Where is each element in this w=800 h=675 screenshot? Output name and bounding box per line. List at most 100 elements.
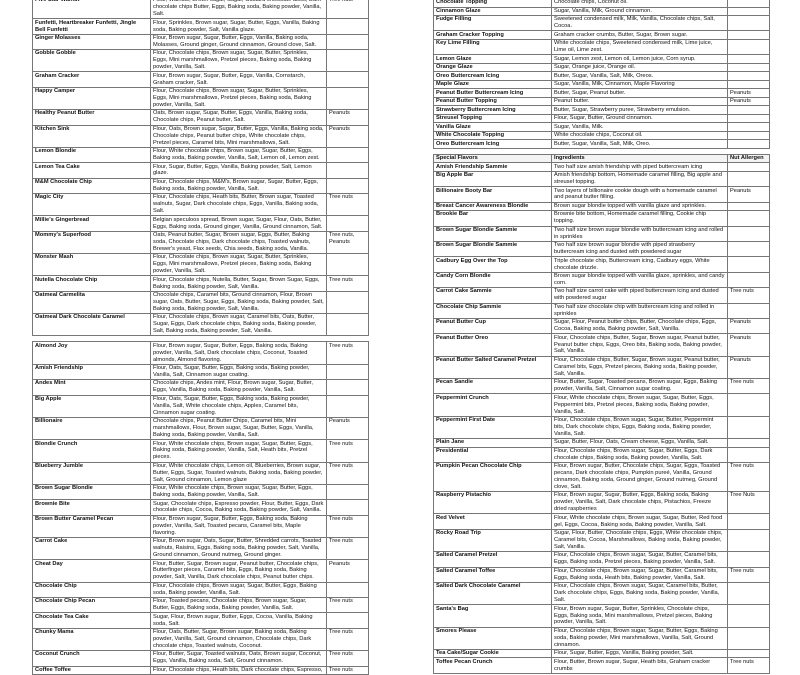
ingredients-cell: Flour, Oats, Sugar, Butter, Eggs, Baking… (150, 394, 327, 418)
ingredients-cell: Flour, Chocolate chips, Brown sugar, Sug… (551, 415, 728, 440)
flavor-name-cell: Brookie Bar (433, 210, 552, 227)
nut-allergen-cell: Tree nuts (727, 377, 770, 395)
ingredients-cell: Flour, Chocolate chips, Butter, Sugar, B… (551, 355, 728, 380)
flavor-name-cell: Blondie Crunch (32, 439, 151, 463)
nut-allergen-cell (727, 113, 770, 124)
ingredients-cell: Flour, Chocolate chips, Brown sugar, Sug… (551, 446, 728, 463)
table-row: Billionaire Chocolate chips, Peanut Butte… (32, 416, 369, 441)
flavor-name-cell: Billionaire (32, 416, 151, 441)
ingredients-cell: Oats, Peanut butter, Sugar, Brown sugar,… (150, 230, 327, 255)
nut-allergen-cell (326, 49, 369, 73)
flavor-name-cell: Brown Butter Caramel Pecan (32, 514, 151, 538)
table-row: Peanut Butter Salted Caramel Pretzel Flou… (433, 355, 770, 380)
ingredients-cell: Butter, Sugar, Strawberry puree, Strawbe… (551, 105, 728, 115)
ingredients-cell: Chocolate chips, Coconut oil. (551, 0, 728, 8)
nut-allergen-cell: Tree nuts (326, 461, 369, 485)
flavor-name-cell: Chocolate Topping (433, 0, 552, 8)
nut-allergen-cell: Tree nuts (727, 461, 770, 493)
table-row: Healthy Peanut Butter Oats, Brown sugar, … (32, 109, 369, 126)
ingredients-cell: Butter, Sugar, Vanilla, Salt, Milk, Oreo… (551, 71, 728, 81)
table-row: Presidential Flour, Chocolate chips, Brow… (433, 446, 770, 463)
table-row: Brownie Bite Sugar, Chocolate chips, Espr… (32, 499, 369, 516)
table-row: Plain Jane Sugar, Butter, Flour, Oats, Cr… (433, 438, 770, 448)
flavor-name-cell: Gobble Gobble (32, 49, 151, 73)
nut-allergen-cell (727, 130, 770, 141)
ingredients-cell: Belgian speculoos spread, Brown sugar, S… (150, 215, 327, 232)
flavor-name-cell: Raspberry Pistachio (433, 491, 552, 515)
table-row: Oatmeal Carmelita Chocolate chips, Carame… (32, 290, 369, 315)
table-row: Oreo Buttercream Icing Butter, Sugar, Van… (433, 139, 770, 149)
flavor-name-cell: Peanut Butter Cup (433, 317, 552, 335)
table-row: Chocolate Chip Flour, Chocolate chips, Br… (32, 581, 369, 599)
table-row: Carrot Cake Sammie Two half size carrot c… (433, 287, 770, 304)
nut-allergen-cell: Peanuts (326, 109, 369, 126)
table-row: Monster Mash Flour, Chocolate chips, Brow… (32, 253, 369, 277)
table-row: Peanut Butter Oreo Flour, Chocolate chips… (433, 333, 770, 357)
ingredients-cell: Two half size carrot cake with piped but… (551, 287, 728, 304)
table-row: Peppermint Crunch Flour, White chocolate … (433, 393, 770, 417)
table-row: Oreo Buttercream Icing Butter, Sugar, Van… (433, 71, 770, 81)
ingredients-cell: Flour, Chocolate chips, Brown sugar, Sug… (150, 49, 327, 73)
nut-allergen-cell (727, 170, 770, 188)
nut-allergen-cell (326, 177, 369, 195)
ingredients-cell: Flour, Chocolate chips, M&M's, Brown sug… (150, 177, 327, 195)
table-row: Brookie Bar Brownie bite bottom, Homemade… (433, 210, 770, 227)
nut-allergen-cell (326, 86, 369, 111)
nut-allergen-cell (727, 271, 770, 289)
table-row: Pecan Sandie Flour, Butter, Sugar, Toaste… (433, 377, 770, 395)
table-row: Blondie Crunch Flour, White chocolate chi… (32, 439, 369, 463)
column-header-flavor-name: Special Flavors (433, 153, 552, 164)
flavor-name-cell: Smores Please (433, 626, 552, 650)
nut-allergen-cell: Tree nuts (326, 650, 369, 667)
nut-allergen-cell (727, 79, 770, 90)
flavor-name-cell: Chocolate Chip Sammie (433, 302, 552, 319)
flavor-name-cell: Big Apple Bar (433, 170, 552, 188)
nut-allergen-cell (727, 302, 770, 319)
nut-allergen-cell (326, 18, 369, 35)
flavor-name-cell: Pumpkin Pecan Chocolate Chip (433, 461, 552, 493)
flavor-name-cell: Billionaire Booty Bar (433, 186, 552, 203)
nut-allergen-cell (727, 6, 770, 16)
nut-allergen-cell: Peanuts (326, 416, 369, 441)
flavor-name-cell: Brown Sugar Blondie Sammie (433, 240, 552, 258)
flavor-name-cell: Peanut Butter Buttercream Icing (433, 88, 552, 98)
nut-allergen-cell (727, 648, 770, 659)
nut-allergen-cell (727, 201, 770, 212)
nut-allergen-cell (727, 162, 770, 172)
table-row: Chocolate Topping Chocolate chips, Coconu… (433, 0, 770, 8)
nut-allergen-cell (326, 394, 369, 418)
ingredients-cell: Flour, Oats, Butter, Sugar, Brown sugar,… (150, 627, 327, 652)
nut-allergen-cell (727, 528, 770, 553)
ingredients-cell: Flour, Chocolate chips, Brown sugar, Sug… (551, 626, 728, 650)
table-row: Cheat Day Flour, Butter, Sugar, Brown sug… (32, 559, 369, 583)
table-row: Peanut Butter Cup Sugar, Flour, Peanut bu… (433, 317, 770, 335)
table-row: Mommy's Superfood Oats, Peanut butter, Su… (32, 230, 369, 255)
flavor-name-cell: Monster Mash (32, 253, 151, 277)
nut-allergen-cell (727, 62, 770, 73)
nut-allergen-cell: Tree nuts (727, 287, 770, 304)
ingredients-cell: Flour, Sugar, Butter, Ground cinnamon. (551, 113, 728, 124)
table-row: Big Apple Flour, Oats, Sugar, Butter, Egg… (32, 394, 369, 418)
nut-allergen-cell (727, 122, 770, 132)
ingredients-cell: Flour, Chocolate chips, Brown sugar, Sug… (551, 566, 728, 584)
table-row: Brown Sugar Blondie Sammie Two half size … (433, 240, 770, 258)
nut-allergen-cell: Peanuts (727, 88, 770, 98)
flavor-name-cell: Lemon Blondie (32, 146, 151, 164)
nut-allergen-cell: Peanuts (727, 186, 770, 203)
nut-allergen-cell: Tree nuts, Peanuts (326, 230, 369, 255)
flavor-name-cell: Andes Mint (32, 379, 151, 396)
nut-allergen-cell (326, 379, 369, 396)
flavor-name-cell: Key Lime Filling (433, 38, 552, 56)
flavor-name-cell: M&M Chocolate Chip (32, 177, 151, 195)
table-row: Big Apple Bar Amish friendship bottom, Ho… (433, 170, 770, 188)
table-row: Cinnamon Glaze Sugar, Vanilla, Milk, Grou… (433, 6, 770, 16)
flavor-name-cell: Brown Sugar Blondie Sammie (433, 225, 552, 242)
nut-allergen-cell (326, 33, 369, 51)
table-row: Smores Please Flour, Chocolate chips, Bro… (433, 626, 770, 650)
nut-allergen-cell (727, 240, 770, 258)
flavor-name-cell: Brownie Bite (32, 499, 151, 516)
table-row: Salted Caramel Pretzel Flour, Chocolate c… (433, 551, 770, 568)
table-row: Candy Corn Blondie Brown sugar blondie to… (433, 271, 770, 289)
ingredients-cell: Flour, Chocolate chips, Heath bits, Butt… (150, 193, 327, 217)
ingredients-cell: Flour, White chocolate chips, Brown suga… (150, 146, 327, 164)
